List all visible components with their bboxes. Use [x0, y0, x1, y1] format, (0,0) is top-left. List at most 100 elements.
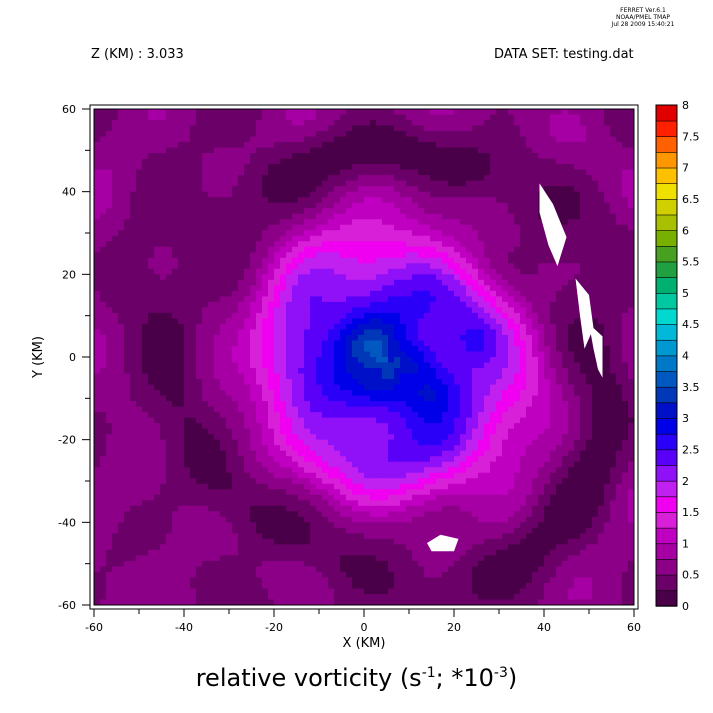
field-cell — [244, 197, 251, 204]
field-cell — [454, 401, 461, 408]
field-cell — [346, 219, 353, 226]
field-cell — [610, 224, 617, 231]
field-cell — [538, 379, 545, 386]
field-cell — [478, 384, 485, 391]
field-cell — [496, 175, 503, 182]
field-cell — [208, 279, 215, 286]
field-cell — [412, 318, 419, 325]
field-cell — [352, 373, 359, 380]
field-cell — [616, 268, 623, 275]
field-cell — [466, 290, 473, 297]
field-cell — [406, 142, 413, 149]
field-cell — [472, 230, 479, 237]
field-cell — [592, 114, 599, 121]
field-cell — [532, 186, 539, 193]
field-cell — [94, 169, 101, 176]
field-cell — [622, 208, 629, 215]
field-cell — [298, 142, 305, 149]
field-cell — [268, 136, 275, 143]
field-cell — [232, 120, 239, 127]
field-cell — [106, 357, 113, 364]
field-cell — [208, 395, 215, 402]
field-cell — [106, 142, 113, 149]
field-cell — [262, 274, 269, 281]
field-cell — [310, 390, 317, 397]
field-cell — [232, 142, 239, 149]
field-cell — [280, 208, 287, 215]
field-cell — [496, 219, 503, 226]
field-cell — [526, 213, 533, 220]
field-cell — [298, 263, 305, 270]
field-cell — [244, 362, 251, 369]
field-cell — [442, 142, 449, 149]
field-cell — [334, 279, 341, 286]
field-cell — [382, 357, 389, 364]
field-cell — [148, 136, 155, 143]
field-cell — [136, 362, 143, 369]
field-cell — [256, 230, 263, 237]
field-cell — [502, 224, 509, 231]
field-cell — [112, 230, 119, 237]
field-cell — [532, 345, 539, 353]
field-cell — [436, 120, 443, 127]
field-cell — [112, 340, 119, 347]
field-cell — [310, 274, 317, 281]
field-cell — [328, 285, 335, 292]
field-cell — [364, 125, 371, 132]
field-cell — [358, 406, 365, 413]
field-cell — [304, 120, 311, 127]
field-cell — [184, 329, 191, 336]
field-cell — [586, 202, 593, 209]
field-cell — [484, 164, 491, 171]
field-cell — [268, 208, 275, 215]
field-cell — [100, 197, 107, 204]
field-cell — [376, 180, 383, 187]
field-cell — [178, 202, 185, 209]
field-cell — [196, 357, 203, 364]
field-cell — [616, 213, 623, 220]
field-cell — [364, 390, 371, 397]
field-cell — [496, 131, 503, 138]
field-cell — [490, 263, 497, 270]
field-cell — [418, 345, 425, 353]
field-cell — [316, 274, 323, 281]
field-cell — [100, 379, 107, 386]
field-cell — [124, 345, 131, 353]
field-cell — [220, 252, 227, 259]
field-cell — [160, 318, 167, 325]
field-cell — [616, 191, 623, 198]
field-cell — [376, 136, 383, 143]
field-cell — [496, 180, 503, 187]
field-cell — [178, 373, 185, 380]
field-cell — [628, 230, 634, 237]
field-cell — [340, 120, 347, 127]
field-cell — [244, 323, 251, 331]
field-cell — [616, 357, 623, 364]
field-cell — [94, 307, 101, 314]
field-cell — [610, 180, 617, 187]
field-cell — [100, 191, 107, 198]
field-cell — [328, 208, 335, 215]
field-cell — [310, 357, 317, 364]
field-cell — [256, 323, 263, 331]
field-cell — [562, 340, 569, 347]
field-cell — [604, 329, 611, 336]
field-cell — [238, 175, 245, 182]
field-cell — [166, 213, 173, 220]
field-cell — [376, 120, 383, 127]
field-cell — [130, 274, 137, 281]
field-cell — [580, 235, 587, 242]
field-cell — [166, 323, 173, 331]
field-cell — [322, 164, 329, 171]
field-cell — [334, 274, 341, 281]
field-cell — [364, 142, 371, 149]
field-cell — [448, 401, 455, 408]
field-cell — [604, 180, 611, 187]
field-cell — [190, 191, 197, 198]
field-cell — [208, 401, 215, 408]
field-cell — [220, 125, 227, 132]
field-cell — [262, 158, 269, 165]
field-cell — [220, 345, 227, 353]
field-cell — [556, 153, 563, 160]
field-cell — [466, 246, 473, 253]
